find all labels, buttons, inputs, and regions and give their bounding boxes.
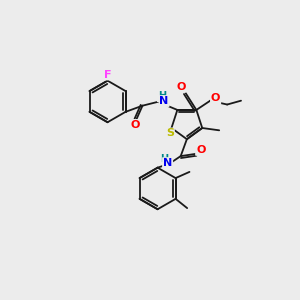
Text: S: S bbox=[166, 128, 174, 138]
Text: O: O bbox=[211, 93, 220, 103]
Text: H: H bbox=[160, 154, 168, 164]
Text: O: O bbox=[176, 82, 186, 92]
Text: O: O bbox=[130, 120, 140, 130]
Text: N: N bbox=[159, 96, 169, 106]
Text: O: O bbox=[196, 145, 206, 155]
Text: F: F bbox=[104, 70, 111, 80]
Text: H: H bbox=[158, 92, 166, 101]
Text: N: N bbox=[163, 158, 172, 168]
